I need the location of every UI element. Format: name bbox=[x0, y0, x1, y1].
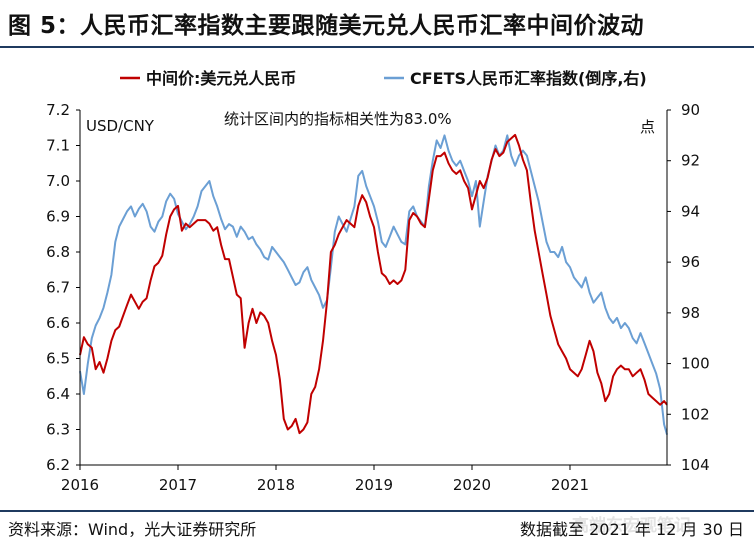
right-tick-label: 90 bbox=[681, 101, 700, 119]
left-tick-label: 6.5 bbox=[46, 350, 70, 368]
right-tick-label: 102 bbox=[681, 405, 710, 423]
footer-rule bbox=[0, 510, 754, 512]
x-tick-label: 2020 bbox=[453, 476, 491, 494]
legend-label-1: 中间价:美元兑人民币 bbox=[146, 69, 296, 88]
right-tick-label: 92 bbox=[681, 152, 700, 170]
source-note: 资料来源：Wind，光大证券研究所 bbox=[8, 520, 257, 539]
left-axis-unit: USD/CNY bbox=[86, 117, 155, 135]
title-rule bbox=[0, 46, 754, 48]
series-line-2 bbox=[79, 134, 668, 435]
left-tick-label: 6.2 bbox=[46, 456, 70, 474]
right-tick-label: 100 bbox=[681, 355, 710, 373]
left-tick-label: 7.0 bbox=[46, 172, 70, 190]
left-tick-label: 6.7 bbox=[46, 279, 70, 297]
page-title: 图 5：人民币汇率指数主要跟随美元兑人民币汇率中间价波动 bbox=[8, 13, 645, 39]
left-tick-label: 7.1 bbox=[46, 137, 70, 155]
chart-legend: 中间价:美元兑人民币 CFETS人民币汇率指数(倒序,右) bbox=[120, 69, 647, 88]
watermark-text: 高端东宏观笔记 bbox=[572, 516, 691, 536]
line-chart: 中间价:美元兑人民币 CFETS人民币汇率指数(倒序,右) 6.2 6.3 6.4 6.… bbox=[46, 69, 710, 494]
legend-label-2: CFETS人民币汇率指数(倒序,右) bbox=[410, 69, 647, 88]
left-tick-label: 6.8 bbox=[46, 243, 70, 261]
right-tick-label: 94 bbox=[681, 202, 700, 220]
left-tick-label: 6.9 bbox=[46, 208, 70, 226]
right-tick-label: 98 bbox=[681, 304, 700, 322]
x-tick-label: 2018 bbox=[257, 476, 295, 494]
x-tick-label: 2021 bbox=[551, 476, 589, 494]
x-tick-label: 2016 bbox=[61, 476, 99, 494]
x-tick-label: 2017 bbox=[159, 476, 197, 494]
right-tick-label: 96 bbox=[681, 253, 700, 271]
date-note: 数据截至 2021 年 12 月 30 日 bbox=[520, 520, 744, 539]
left-tick-label: 7.2 bbox=[46, 101, 70, 119]
correlation-annotation: 统计区间内的指标相关性为83.0% bbox=[224, 110, 452, 128]
left-tick-label: 6.3 bbox=[46, 421, 70, 439]
right-axis-unit: 点 bbox=[640, 118, 655, 136]
x-tick-label: 2019 bbox=[355, 476, 393, 494]
left-tick-label: 6.6 bbox=[46, 314, 70, 332]
series-line-1 bbox=[79, 133, 668, 435]
right-tick-label: 104 bbox=[681, 456, 710, 474]
left-tick-label: 6.4 bbox=[46, 385, 70, 403]
